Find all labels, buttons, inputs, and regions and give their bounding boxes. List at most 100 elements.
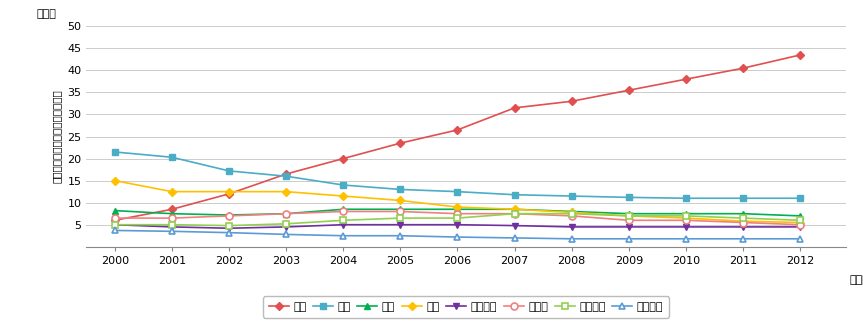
オランダ [566,212,576,216]
中国 [281,172,292,176]
オランダ [395,216,406,220]
Text: （％）: （％） [37,9,57,19]
中国 [395,141,406,145]
米国 [224,169,234,173]
韓国 [281,212,292,216]
ドイツ [624,218,634,222]
メキシコ [167,225,177,229]
オランダ [281,222,292,226]
日本 [566,210,576,214]
韓国 [110,209,120,213]
オランダ [224,224,234,228]
米国 [395,188,406,191]
フランス [167,229,177,233]
中国 [338,157,349,161]
オランダ [681,214,691,218]
米国 [167,155,177,159]
米国 [281,174,292,178]
メキシコ [509,224,520,228]
オランダ [624,214,634,218]
米国 [452,190,463,193]
韓国 [566,210,576,214]
メキシコ [338,223,349,227]
ドイツ [395,210,406,214]
Text: （年）: （年） [849,275,863,285]
米国 [566,194,576,198]
メキシコ [624,225,634,229]
メキシコ [452,223,463,227]
メキシコ [110,223,120,227]
フランス [338,234,349,238]
中国 [624,88,634,92]
ドイツ [167,216,177,220]
中国 [566,99,576,103]
フランス [795,237,805,241]
ドイツ [566,214,576,218]
韓国 [795,214,805,218]
中国 [509,106,520,110]
中国 [452,128,463,132]
オランダ [452,216,463,220]
ドイツ [509,212,520,216]
米国 [795,196,805,200]
日本 [167,190,177,193]
日本 [452,205,463,209]
日本 [681,216,691,220]
中国 [681,77,691,81]
米国 [738,196,748,200]
メキシコ [566,225,576,229]
Line: メキシコ: メキシコ [112,222,803,231]
中国 [167,207,177,211]
ドイツ [224,214,234,218]
中国 [795,53,805,57]
フランス [624,237,634,241]
米国 [338,183,349,187]
メキシコ [795,225,805,229]
オランダ [509,212,520,216]
オランダ [738,216,748,220]
日本 [624,214,634,218]
韓国 [738,212,748,216]
フランス [681,237,691,241]
フランス [509,236,520,240]
フランス [452,235,463,239]
ドイツ [338,210,349,214]
韓国 [395,207,406,211]
Line: オランダ: オランダ [111,210,803,229]
Y-axis label: 世界のＩＣＴ財輸出に占める割合: 世界のＩＣＴ財輸出に占める割合 [52,90,62,183]
日本 [738,219,748,223]
メキシコ [281,225,292,229]
ドイツ [738,220,748,224]
フランス [224,231,234,235]
メキシコ [395,223,406,227]
フランス [110,228,120,232]
Line: 韓国: 韓国 [112,207,803,219]
オランダ [167,223,177,227]
韓国 [338,207,349,211]
メキシコ [681,225,691,229]
メキシコ [738,225,748,229]
ドイツ [795,223,805,227]
日本 [395,198,406,202]
韓国 [681,212,691,216]
Line: 米国: 米国 [112,149,803,201]
韓国 [167,212,177,216]
ドイツ [110,216,120,220]
フランス [395,234,406,238]
ドイツ [281,212,292,216]
フランス [738,237,748,241]
米国 [624,195,634,199]
中国 [224,192,234,196]
Line: フランス: フランス [111,227,803,242]
日本 [224,190,234,193]
中国 [738,66,748,70]
中国 [110,218,120,222]
韓国 [509,207,520,211]
韓国 [624,212,634,216]
フランス [566,237,576,241]
韓国 [452,207,463,211]
オランダ [110,223,120,227]
米国 [509,193,520,197]
オランダ [795,218,805,222]
オランダ [338,218,349,222]
